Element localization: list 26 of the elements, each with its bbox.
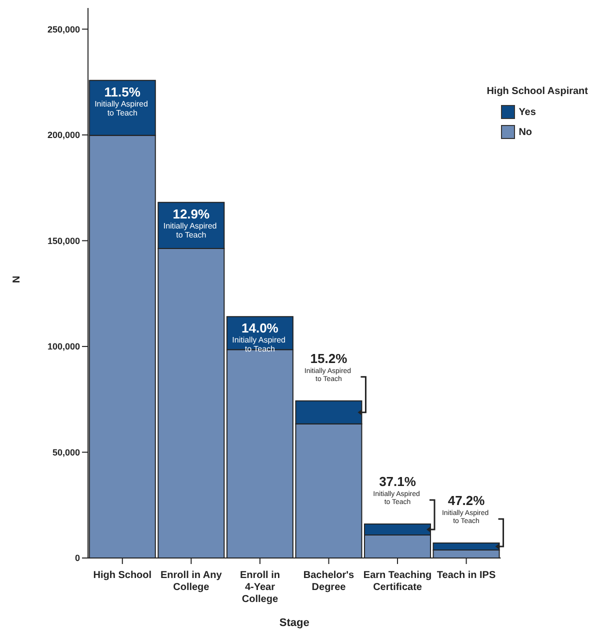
annotation: 11.5% — [104, 84, 141, 100]
legend-title: High School Aspirant — [486, 86, 588, 97]
annotation: 12.9% — [172, 206, 210, 222]
legend-label: No — [518, 126, 534, 139]
y-tick-label: 100,000 — [47, 342, 80, 352]
x-tick-label: Teach in IPS — [436, 570, 496, 581]
annotation: 47.2% — [448, 492, 486, 508]
annotation: Initially Aspired to Teach — [163, 221, 219, 240]
x-tick-label: Bachelor's Degree — [303, 570, 355, 593]
annotation: 37.1% — [379, 474, 416, 489]
x-tick-label: Earn Teaching Certificate — [363, 570, 432, 593]
annotation: 15.2% — [310, 350, 348, 366]
x-axis-title: Stage — [279, 616, 310, 629]
y-tick-label: 50,000 — [52, 447, 80, 458]
annotation: Initially Aspired to Teach — [94, 99, 150, 118]
x-tick-label: Enroll in Any College — [160, 570, 222, 593]
annotation: 14.0% — [242, 320, 279, 336]
y-tick-label: 250,000 — [47, 24, 80, 34]
legend-label: Yes — [518, 106, 537, 119]
y-axis-title: N — [12, 276, 23, 283]
y-tick-label: 200,000 — [47, 130, 80, 140]
y-tick-label: 150,000 — [47, 236, 80, 246]
y-tick-label: 0 — [74, 553, 80, 564]
annotation: Initially Aspired to Teach — [232, 336, 288, 354]
x-tick-label: Enroll in 4-Year College — [240, 570, 280, 605]
x-tick-label: High School — [93, 570, 152, 581]
